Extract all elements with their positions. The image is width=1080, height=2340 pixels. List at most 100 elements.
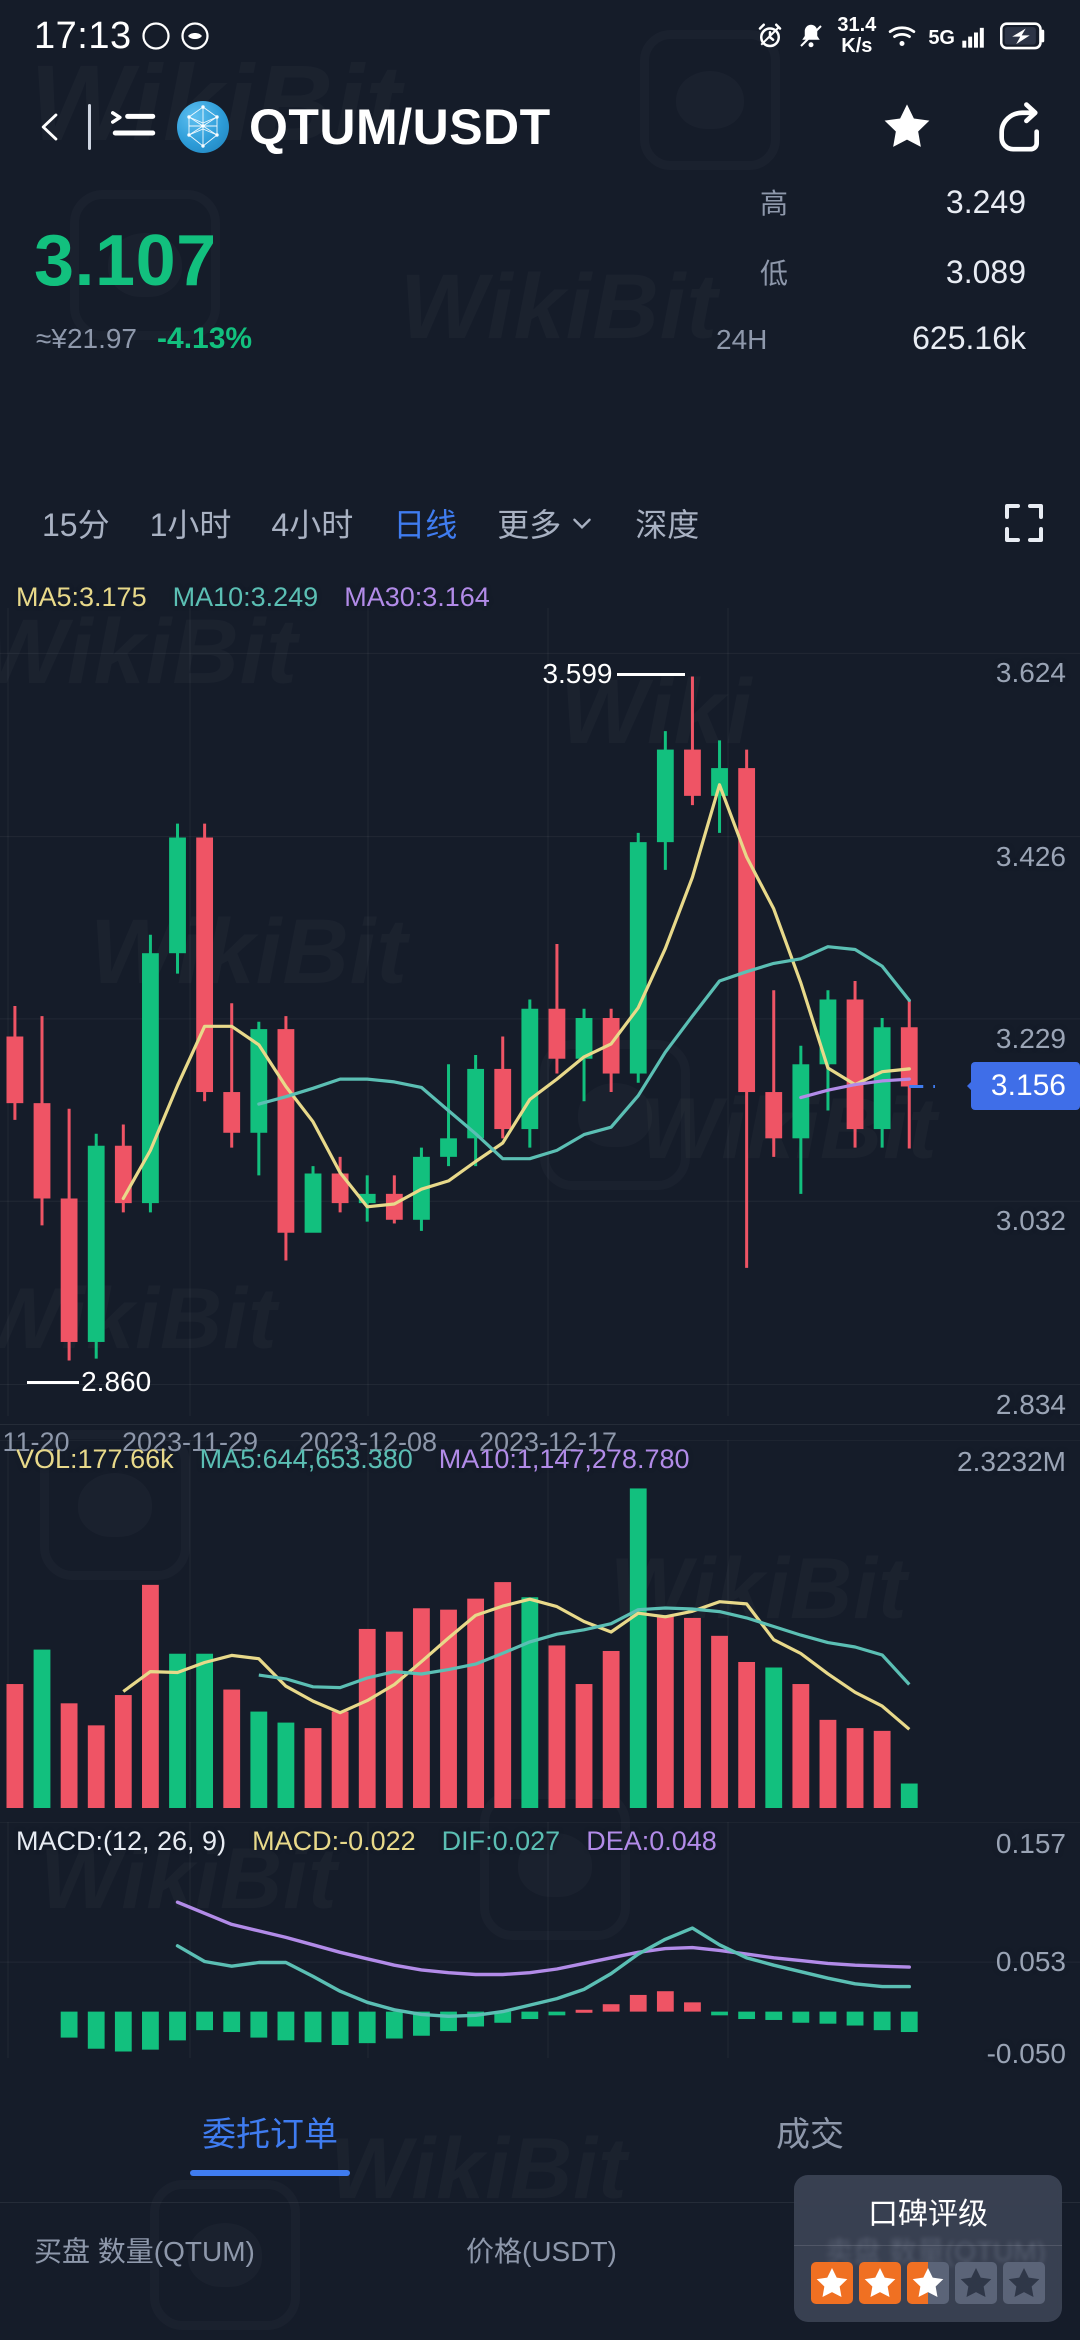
stat-volume-value: 625.16k	[912, 320, 1026, 356]
battery-charging-icon	[1000, 22, 1045, 50]
stat-high: 高 3.249	[760, 182, 1026, 222]
x-axis-label: 2023-12-17	[478, 1427, 618, 1457]
volume-svg	[0, 1440, 1080, 1808]
legend-item-1: MA10:3.249	[172, 582, 319, 612]
macd-y-label: 0.157	[995, 1828, 1066, 1859]
order-tab-underline	[190, 2169, 350, 2176]
page-title: QTUM/USDT	[249, 99, 551, 155]
legend-item-1: MA5:644,653.380	[199, 1444, 413, 1474]
legend-item-2: MA10:1,147,278.780	[438, 1444, 690, 1474]
star-filled-icon[interactable]	[878, 99, 936, 155]
macd-y-label: 0.053	[995, 1946, 1066, 1978]
chart-area[interactable]: MA5:3.175 MA10:3.249 MA30:3.164 3.156 3.624…	[0, 578, 1080, 2080]
cny-price: ≈¥21.97	[36, 323, 138, 354]
network-speed-value: 31.4	[837, 14, 877, 36]
app-header: QTUM/USDT	[0, 72, 1080, 182]
ma-legend: MA5:3.175 MA10:3.249 MA30:3.164	[16, 582, 490, 613]
high-marker-line	[616, 672, 685, 676]
legend-item-0: MA5:3.175	[16, 582, 147, 612]
stat-high-label: 高	[760, 188, 789, 219]
timeframe-tab-label: 15分	[42, 507, 110, 543]
macd-y-label: -0.050	[986, 2038, 1066, 2069]
star-icon	[1003, 2262, 1045, 2304]
y-axis-label: 3.229	[995, 1022, 1066, 1054]
macd-svg	[0, 1822, 1080, 2058]
last-price: 3.107	[34, 221, 217, 301]
legend-item-3: DEA:0.048	[586, 1826, 717, 1856]
timeframe-tabs: 15分 1小时 4小时 日线 更多 深度	[0, 468, 1080, 578]
timeframe-tab-0[interactable]: 15分	[22, 494, 130, 552]
timeframe-tab-label: 1小时	[149, 507, 232, 543]
header-divider	[88, 104, 91, 150]
status-bar-left: 17:13	[34, 15, 210, 58]
macd-legend: MACD:(12, 26, 9) MACD:-0.022 DIF:0.027 DEA:…	[16, 1826, 717, 1857]
low-price-marker: 2.860	[27, 1366, 151, 1398]
legend-item-2: DIF:0.027	[441, 1826, 561, 1856]
legend-item-2: MA30:3.164	[344, 582, 490, 612]
signal-bars-icon	[962, 27, 984, 48]
legend-item-1: MACD:-0.022	[252, 1826, 416, 1856]
timeframe-tab-label: 更多	[497, 507, 562, 543]
rating-title: 口碑评级	[794, 2189, 1062, 2246]
order-tabs: 委托订单 成交	[0, 2080, 1080, 2202]
candlestick-svg	[0, 608, 1080, 1416]
star-icon	[859, 2262, 901, 2304]
volume-y-label: 2.3232M	[957, 1446, 1066, 1477]
ticker-panel: 3.107 ≈¥21.97 -4.13% 高 3.249 低 3.089 24H…	[0, 182, 1080, 472]
alarm-icon	[759, 23, 782, 48]
timeframe-tab-label: 4小时	[271, 507, 354, 543]
chevron-down-icon	[573, 518, 592, 530]
tab-separator	[0, 2202, 1080, 2203]
macd-pane[interactable]: MACD:(12, 26, 9) MACD:-0.022 DIF:0.027 DEA:…	[0, 1822, 1080, 2080]
stat-volume-label: 24H	[716, 324, 768, 355]
rating-overlay-card[interactable]: 口碑评级	[794, 2175, 1062, 2322]
high-price-marker: 3.599	[542, 658, 685, 690]
y-axis-label: 3.032	[995, 1205, 1066, 1237]
stat-low-value: 3.089	[945, 254, 1026, 290]
status-bar-clock: 17:13	[34, 14, 132, 57]
rating-stars	[794, 2246, 1062, 2304]
network-type: 5G	[928, 27, 955, 49]
candlestick-pane[interactable]: MA5:3.175 MA10:3.249 MA30:3.164 3.156 3.624…	[0, 578, 1080, 1440]
status-bar-right: 31.4 K/s 5G	[755, 15, 1046, 57]
stat-low: 低 3.089	[760, 252, 1026, 292]
qtum-logo-icon	[177, 101, 229, 153]
expand-icon[interactable]	[1000, 499, 1048, 547]
stat-volume-24h: 24H 625.16k	[716, 320, 1026, 357]
stat-high-value: 3.249	[945, 184, 1026, 220]
x-axis-label: 2023-12-08	[298, 1427, 438, 1457]
compass-icon	[141, 22, 170, 50]
timeframe-tab-4[interactable]: 更多	[477, 494, 615, 552]
star-icon	[955, 2262, 997, 2304]
low-marker-line	[27, 1380, 80, 1384]
order-tab-label: 成交	[776, 2115, 844, 2154]
list-icon[interactable]	[111, 107, 157, 147]
order-tab-0[interactable]: 委托订单	[0, 2080, 540, 2202]
x-axis-label: 2023-11-29	[121, 1427, 259, 1457]
timeframe-tab-label: 日线	[393, 507, 458, 543]
col-header-price: 价格(USDT)	[466, 2236, 617, 2267]
timeframe-tab-5[interactable]: 深度	[615, 494, 719, 552]
timeframe-tab-1[interactable]: 1小时	[130, 494, 252, 552]
bell-muted-icon	[800, 24, 823, 48]
timeframe-tab-2[interactable]: 4小时	[251, 494, 373, 552]
volume-pane[interactable]: VOL:177.66k MA5:644,653.380 MA10:1,147,278…	[0, 1440, 1080, 1822]
signal-group: 5G	[928, 22, 989, 50]
y-axis-label: 3.624	[995, 657, 1066, 689]
chevron-left-icon[interactable]	[34, 110, 68, 144]
y-axis-label: 2.834	[995, 1388, 1066, 1420]
col-header-buy: 买盘 数量(QTUM)	[34, 2236, 255, 2267]
header-left-group: QTUM/USDT	[34, 98, 878, 156]
x-axis-label: 11-20	[2, 1427, 70, 1457]
legend-item-0: MACD:(12, 26, 9)	[16, 1826, 227, 1856]
share-icon[interactable]	[990, 99, 1046, 155]
timeframe-tab-label: 深度	[635, 507, 700, 543]
order-tab-label: 委托订单	[202, 2115, 338, 2154]
timeframe-tab-3[interactable]: 日线	[373, 494, 477, 552]
status-bar: 17:13 31.4 K/s	[0, 0, 1080, 72]
star-icon	[811, 2262, 853, 2304]
high-marker-label: 3.599	[542, 658, 613, 690]
y-axis-label: 3.426	[995, 840, 1066, 872]
low-marker-label: 2.860	[81, 1366, 152, 1398]
order-tab-1[interactable]: 成交	[540, 2080, 1080, 2202]
